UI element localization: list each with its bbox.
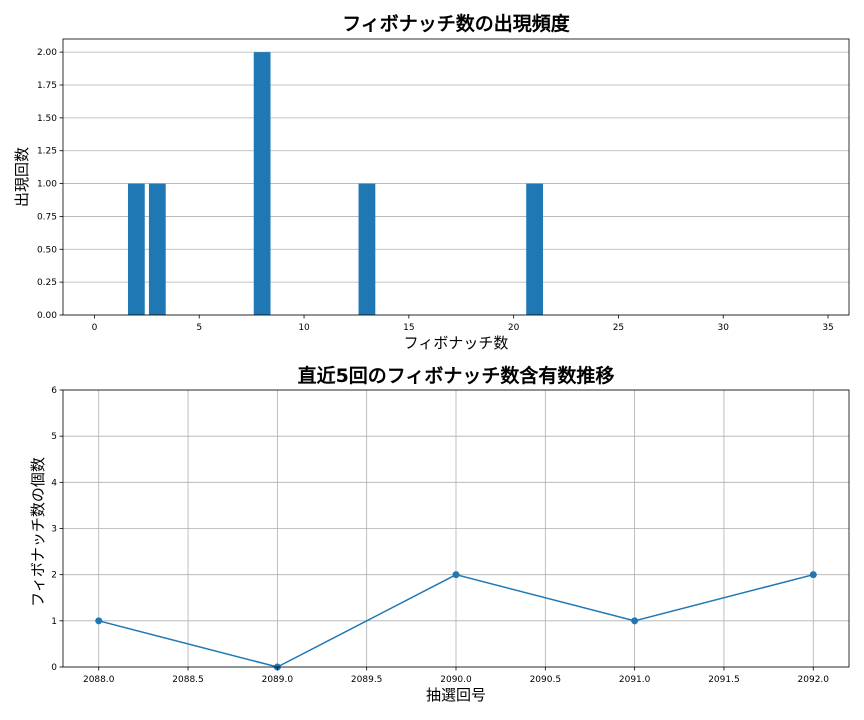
chart1-x-ticks: 0 5 10 15 20 25 30 35 — [92, 315, 834, 333]
chart2-data-point — [809, 571, 817, 579]
chart1-bar — [358, 183, 376, 315]
chart2-y-axis-label: フィボナッチ数の個数 — [29, 457, 47, 607]
chart2-y-tick-label: 2 — [51, 571, 57, 581]
chart2-y-tick-label: 5 — [51, 432, 57, 442]
chart1-x-tick-label: 15 — [403, 323, 414, 333]
chart1-y-tick-label: 0.75 — [37, 212, 57, 222]
chart1-bars — [127, 52, 543, 316]
chart1-x-tick-label: 0 — [92, 323, 98, 333]
chart2-y-ticks: 0 1 2 3 4 5 6 — [51, 386, 63, 673]
chart2-y-tick-label: 1 — [51, 617, 57, 627]
chart2-gridlines — [63, 389, 849, 668]
chart1-y-axis-label: 出現回数 — [13, 147, 31, 207]
chart1-x-tick-label: 30 — [718, 323, 730, 333]
chart1-y-tick-label: 0.25 — [37, 278, 57, 288]
chart2-x-tick-label: 2089.5 — [351, 675, 383, 685]
chart1-bar — [127, 183, 145, 315]
chart2-x-tick-label: 2092.0 — [798, 675, 830, 685]
chart1-frame — [62, 38, 850, 316]
chart2-x-tick-label: 2088.0 — [83, 675, 115, 685]
chart2-x-ticks: 2088.0 2088.5 2089.0 2089.5 2090.0 2090.5 2091… — [83, 667, 829, 685]
chart2-data-point — [631, 617, 639, 625]
chart2-x-tick-label: 2090.0 — [440, 675, 472, 685]
chart2-data-point — [452, 571, 460, 579]
chart2-y-tick-label: 4 — [51, 478, 57, 488]
chart2-series — [95, 571, 817, 671]
chart1-x-tick-label: 25 — [613, 323, 624, 333]
chart1-y-tick-label: 1.50 — [37, 114, 57, 124]
chart1-x-tick-label: 20 — [508, 323, 520, 333]
chart2-y-tick-label: 3 — [51, 525, 57, 535]
chart1-y-tick-label: 0.50 — [37, 245, 57, 255]
chart2-x-tick-label: 2088.5 — [172, 675, 204, 685]
chart1-y-tick-label: 1.00 — [37, 180, 57, 190]
chart2-y-tick-label: 6 — [51, 386, 57, 396]
chart2-x-tick-label: 2091.5 — [708, 675, 740, 685]
chart1-bar — [148, 183, 166, 315]
chart1-y-tick-label: 0.00 — [37, 311, 57, 321]
chart1-gridlines — [63, 51, 849, 316]
chart2-x-tick-label: 2089.0 — [262, 675, 294, 685]
chart2-x-tick-label: 2091.0 — [619, 675, 651, 685]
chart2-x-tick-label: 2090.5 — [530, 675, 562, 685]
chart2-x-axis-label: 抽選回号 — [426, 686, 486, 704]
chart1-y-ticks: 0.00 0.25 0.50 0.75 1.00 1.25 1.50 1.75 2.00 — [37, 48, 63, 321]
chart1-x-tick-label: 10 — [298, 323, 310, 333]
chart1-bar — [526, 183, 543, 315]
bar-chart-frequency: フィボナッチ数の出現頻度 0 5 10 15 20 25 30 35 0.00 0.25 0.50… — [13, 12, 850, 352]
line-chart-recent: 直近5回のフィボナッチ数含有数推移 2088.0 2088.5 2089.0 2089… — [29, 364, 850, 704]
chart2-y-tick-label: 0 — [51, 663, 57, 673]
chart1-bar — [253, 52, 271, 316]
chart1-y-tick-label: 1.75 — [37, 81, 57, 91]
chart1-y-tick-label: 2.00 — [37, 48, 57, 58]
chart1-y-tick-label: 1.25 — [37, 147, 57, 157]
chart1-x-axis-label: フィボナッチ数 — [404, 334, 509, 352]
chart1-x-tick-label: 5 — [196, 323, 202, 333]
chart1-x-tick-label: 35 — [822, 323, 833, 333]
chart2-title: 直近5回のフィボナッチ数含有数推移 — [298, 364, 615, 387]
chart2-data-point — [95, 617, 103, 625]
chart1-title: フィボナッチ数の出現頻度 — [342, 12, 571, 35]
